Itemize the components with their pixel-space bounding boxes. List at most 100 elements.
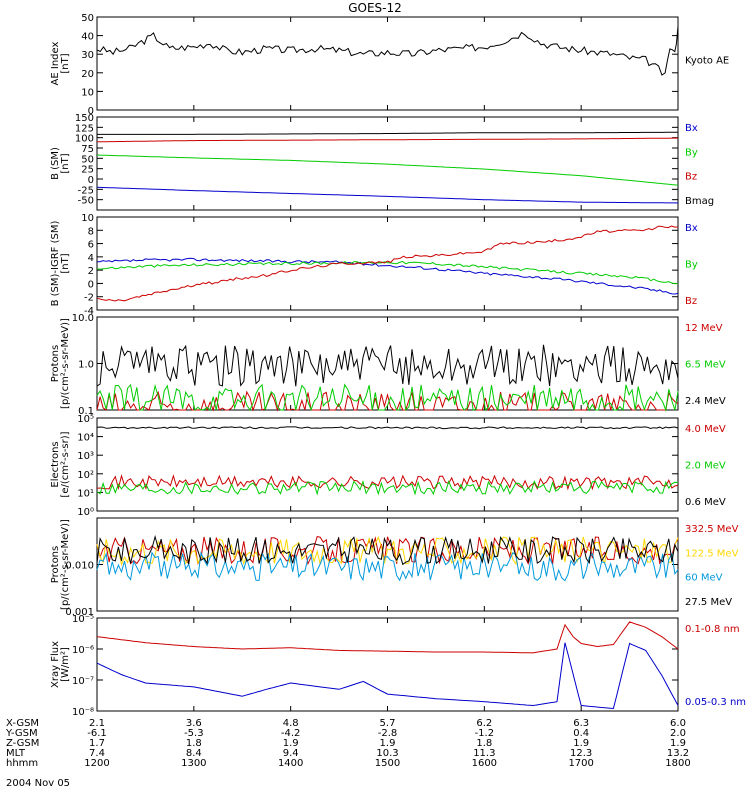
y-axis-label: Protons[p/(cm²-s-sr-MeV)]: [50, 519, 71, 610]
y-tick-label: 0.1: [78, 406, 94, 417]
panel-electrons: 10⁰ 10¹ 10² 10³ 10⁴ 10⁵ Electrons[e/(cm²-s-sr)…: [50, 414, 726, 518]
legend-label: Bz: [685, 296, 697, 307]
ephemeris-value: 1600: [472, 758, 497, 769]
ephemeris-value: 8.4: [186, 748, 202, 759]
ephemeris-label: X-GSM: [6, 718, 39, 729]
legend-label: 12 MeV: [685, 323, 723, 334]
panel-frame: [96, 617, 679, 712]
y-tick-label: 125: [75, 123, 94, 134]
legend-label: Bx: [685, 223, 698, 234]
series-line-27-5-mev: [96, 534, 679, 566]
ephemeris-value: 1.8: [476, 738, 492, 749]
ephemeris-value: 1400: [278, 758, 303, 769]
legend-label: 2.4 MeV: [685, 396, 726, 407]
y-axis-label: Electrons[e/(cm²-s-sr)]: [50, 431, 71, 497]
series-line-60-mev: [96, 551, 679, 582]
y-tick-label: -2: [84, 293, 94, 304]
ephemeris-value: 9.4: [283, 748, 299, 759]
legend-label: 6.5 MeV: [685, 360, 726, 371]
series-line-2-4-mev: [96, 344, 679, 387]
ephemeris-label: Z-GSM: [6, 738, 39, 749]
y-tick-label: -4: [84, 306, 94, 317]
y-tick-label: 10: [81, 213, 94, 224]
y-tick-label: 10⁻⁵: [72, 614, 94, 625]
series-line-6-5-mev: [96, 383, 679, 412]
series-line-bmag: [97, 131, 678, 135]
ephemeris-label: hhmm: [6, 758, 38, 769]
ephemeris-value: 12.3: [570, 748, 592, 759]
y-tick-label: 75: [81, 144, 94, 155]
date-label: 2004 Nov 05: [6, 778, 70, 789]
ephemeris-value: -2.8: [378, 728, 398, 739]
y-axis-label: AE Index[nT]: [50, 41, 71, 85]
y-tick-label: 0.010: [65, 561, 94, 572]
ephemeris-value: 4.8: [283, 718, 299, 729]
series-line-bx: [97, 257, 679, 295]
ephemeris-value: -4.2: [281, 728, 301, 739]
ephemeris-value: -6.1: [87, 728, 107, 739]
y-tick-label: 50: [81, 154, 94, 165]
ephemeris-value: -1.2: [475, 728, 495, 739]
series-line-bx: [96, 186, 679, 204]
series-line-bz: [96, 225, 679, 302]
ephemeris-value: 5.7: [380, 718, 396, 729]
y-tick-label: -50: [78, 196, 94, 207]
ephemeris-value: 1.9: [380, 738, 396, 749]
ephemeris-value: 1200: [84, 758, 109, 769]
panel-frame: [96, 16, 679, 111]
ephemeris-value: -5.3: [184, 728, 204, 739]
ephemeris-value: 0.4: [573, 728, 589, 739]
legend-label: Bmag: [685, 196, 714, 207]
y-tick-label: 0.001: [65, 607, 94, 618]
y-tick-label: 150: [75, 113, 94, 124]
y-tick-label: 6: [88, 240, 94, 251]
legend-label: 0.6 MeV: [685, 497, 726, 508]
y-tick-label: 10⁻⁷: [72, 676, 94, 687]
y-tick-label: 25: [81, 165, 94, 176]
y-tick-label: 10³: [77, 451, 94, 462]
y-axis-label: Xray Flux[W/m²]: [50, 641, 71, 688]
y-tick-label: -25: [78, 185, 94, 196]
legend-label: 0.05-0.3 nm: [685, 697, 746, 708]
ephemeris-value: 7.4: [89, 748, 105, 759]
legend-label: By: [685, 260, 698, 271]
legend-label: 332.5 MeV: [685, 524, 739, 535]
ephemeris-value: 1.9: [573, 738, 589, 749]
ephemeris-value: 1300: [181, 758, 206, 769]
series-line-332-5-mev: [96, 536, 679, 566]
panel-ae: 0 10 20 30 40 50 AE Index[nT] Kyoto AE: [50, 13, 729, 117]
ephemeris-value: 13.2: [667, 748, 689, 759]
y-tick-label: 10⁵: [77, 414, 94, 425]
y-tick-label: 2: [88, 266, 94, 277]
series-line-0-05-0-3-nm: [96, 642, 679, 710]
legend-label: 2.0 MeV: [685, 461, 726, 472]
y-tick-label: 10⁰: [77, 507, 94, 518]
ephemeris-label: MLT: [6, 748, 26, 759]
legend-label: 0.1-0.8 nm: [685, 624, 740, 635]
ephemeris-value: 1.8: [186, 738, 202, 749]
series-line-by: [96, 260, 679, 285]
y-tick-label: 10⁴: [77, 433, 94, 444]
ephemeris-value: 1.7: [89, 738, 105, 749]
series-line-0-1-0-8-nm: [96, 621, 679, 654]
y-tick-label: 10²: [77, 470, 94, 481]
ephemeris-value: 1500: [375, 758, 400, 769]
y-tick-label: 8: [88, 226, 94, 237]
y-tick-label: 30: [81, 50, 94, 61]
y-axis-label: B (SM)-IGRF (SM)[nT]: [50, 221, 71, 307]
y-tick-label: 100: [75, 134, 94, 145]
series-line-4-0-mev: [96, 473, 679, 491]
ephemeris-value: 6.3: [573, 718, 589, 729]
ephemeris-value: 6.0: [670, 718, 686, 729]
ephemeris-value: 1700: [568, 758, 593, 769]
ephemeris-value: 1800: [665, 758, 690, 769]
ephemeris-value: 1.9: [283, 738, 299, 749]
y-tick-label: 10⁻⁸: [72, 707, 94, 718]
panel-frame: [96, 216, 679, 311]
y-tick-label: 50: [81, 13, 94, 24]
y-tick-label: 1.0: [78, 360, 94, 371]
